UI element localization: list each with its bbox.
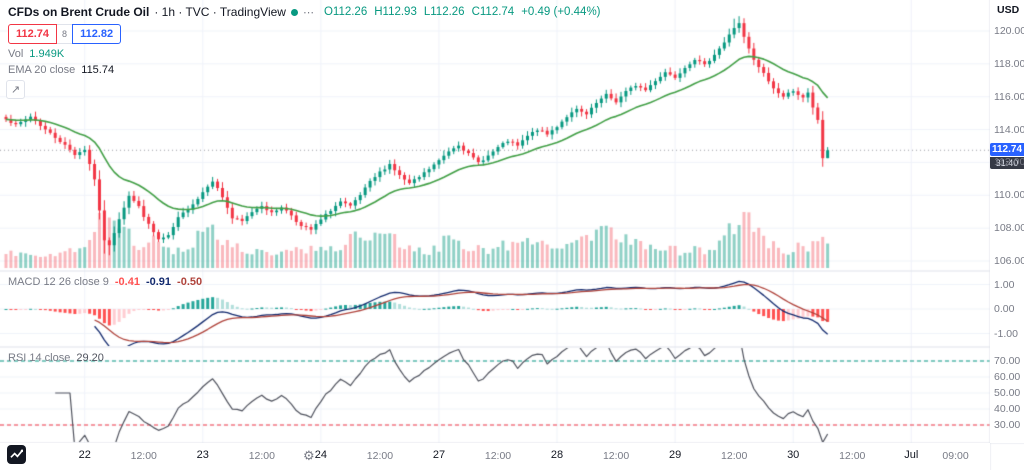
price-tick-label: 106.00 [994,255,1024,267]
price-tick-label: 120.00 [994,25,1024,37]
time-tick-label: 12:00 [130,450,157,462]
time-tick-label: 27 [432,449,446,461]
close-value: C112.74 [471,6,515,18]
ema-legend[interactable]: EMA 20 close 115.74 [8,64,114,76]
volume-label: Vol [8,48,24,60]
price-tick-label: 108.00 [994,222,1024,235]
price-tick-label: 118.00 [994,57,1024,70]
time-tick-label: 12:00 [484,450,512,462]
macd-legend[interactable]: MACD 12 26 close 9 -0.41 -0.91 -0.50 [8,276,202,288]
macd-tick-label: -1.00 [994,327,1018,340]
rsi-tick-label: 50.00 [994,387,1021,399]
rsi-label: RSI 14 close [8,352,71,364]
time-tick-label: 12:00 [721,450,748,462]
macd-value: -0.50 [177,276,203,288]
ema-value: 115.74 [81,64,115,76]
ohlc-values: O112.26 H112.93 L112.26 C112.74 +0.49 (+… [324,6,601,18]
rsi-tick-label: 70.00 [994,355,1021,367]
rsi-value: 29.20 [76,352,104,364]
volume-value: 1.949K [29,48,65,60]
macd-tick-label: 1.00 [994,278,1015,291]
bar-countdown-badge: 31:40 [990,157,1024,170]
currency-label: USD [997,4,1020,16]
time-tick-label: 23 [196,449,209,461]
macd-label: MACD 12 26 close 9 [8,276,109,288]
time-tick-label: 12:00 [248,450,275,462]
time-tick-label: 09:00 [942,450,969,462]
rsi-legend[interactable]: RSI 14 close 29.20 [8,352,104,364]
time-tick-label: 22 [78,449,91,461]
symbol-title[interactable]: CFDs on Brent Crude Oil [8,5,150,19]
buy-button[interactable]: 112.82 [72,24,122,44]
time-tick-label: 29 [668,449,682,461]
legend-more-icon[interactable]: ⋯ [302,6,315,19]
rsi-tick-label: 30.00 [994,419,1021,431]
symbol-legend[interactable]: CFDs on Brent Crude Oil · 1h · TVC · Tra… [8,5,601,19]
change-value: +0.49 (+0.44%) [521,6,601,18]
time-tick-label: 30 [787,449,800,461]
rsi-tick-label: 40.00 [994,403,1021,415]
time-tick-label: 12:00 [839,450,866,462]
symbol-meta: · 1h · TVC · TradingView [154,5,286,19]
spread-value: 8 [57,24,73,44]
price-tick-label: 110.00 [994,189,1024,202]
macd-value: -0.41 [114,276,140,288]
rsi-tick-label: 60.00 [994,371,1021,383]
time-tick-label: 24 [314,449,327,461]
time-tick-label: 12:00 [602,450,630,462]
macd-values: -0.41 -0.91 -0.50 [115,276,202,288]
high-value: H112.93 [374,6,417,18]
price-tick-label: 116.00 [994,90,1024,103]
price-tick-label: 112.00 [994,156,1024,169]
restore-pane-button[interactable]: ↗ [6,80,25,99]
macd-value: -0.91 [145,276,172,288]
tradingview-logo-glyph [10,449,23,458]
price-scale[interactable]: USD 112.74 31:40 120.00 118.00 116.00 114.0… [990,0,1024,443]
price-tick-label: 114.00 [994,123,1024,136]
time-tick-label: 28 [550,449,564,461]
market-status-icon[interactable] [290,8,298,16]
ema-label: EMA 20 close [8,64,76,76]
bid-ask-widget: 112.74 8 112.82 [8,24,122,44]
arrow-up-right-icon: ↗ [10,84,21,96]
tradingview-logo[interactable] [7,445,26,464]
time-tick-label: Jul [904,449,919,461]
last-price-badge[interactable]: 112.74 [990,143,1024,157]
low-value: L112.26 [423,6,465,18]
open-value: O112.26 [323,6,368,18]
time-scale[interactable]: 22 12:00 23 12:00 24 12:00 27 12:00 28 12:00 29 12:… [0,443,990,470]
settings-gear-icon[interactable]: ⚙ [303,448,315,463]
macd-tick-label: 0.00 [994,303,1015,315]
time-tick-label: 12:00 [366,450,394,462]
sell-button[interactable]: 112.74 [8,24,58,44]
volume-legend[interactable]: Vol 1.949K [8,48,64,60]
